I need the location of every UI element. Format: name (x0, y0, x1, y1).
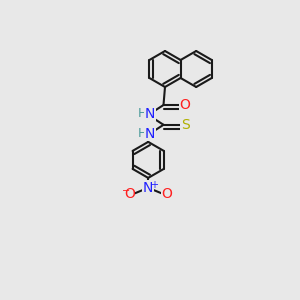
Text: O: O (162, 187, 172, 201)
Text: −: − (122, 185, 130, 196)
Text: O: O (124, 187, 135, 201)
Text: +: + (150, 180, 158, 190)
Text: N: N (145, 107, 155, 121)
Text: N: N (145, 127, 155, 141)
Text: S: S (181, 118, 190, 132)
Text: H: H (137, 127, 147, 140)
Text: O: O (180, 98, 190, 112)
Text: H: H (137, 107, 147, 120)
Text: N: N (143, 181, 153, 195)
